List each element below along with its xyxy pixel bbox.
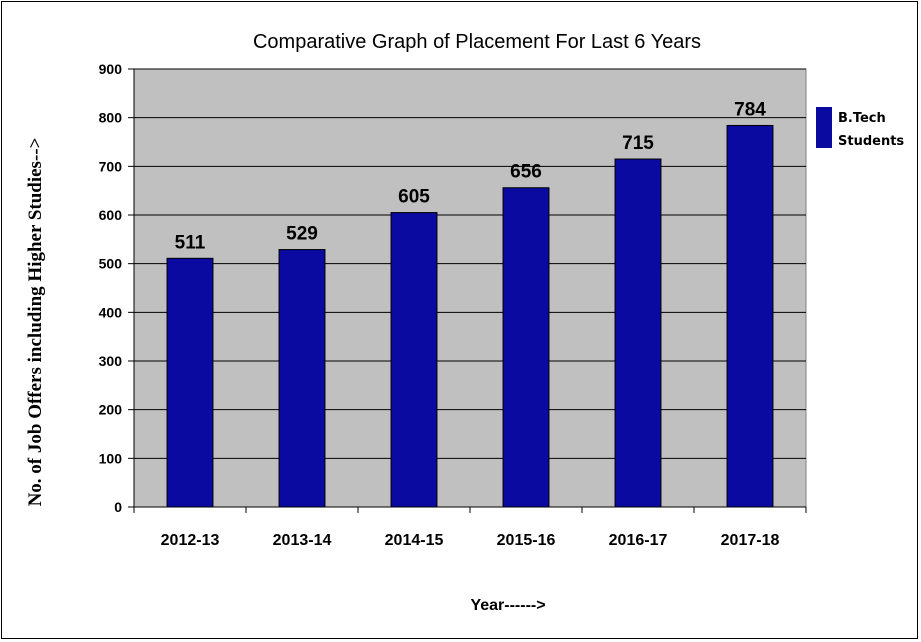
x-axis-ticks: 2012-13 2013-14 2014-15 2015-16 2016-17 2017-… (133, 507, 807, 549)
y-tick-label: 200 (99, 402, 123, 418)
bar-2013-14 (278, 249, 326, 508)
data-label: 511 (175, 232, 206, 253)
x-tick-label: 2013-14 (273, 532, 332, 549)
data-label: 784 (734, 99, 766, 120)
bar-2012-13 (166, 257, 214, 508)
y-tick-label: 700 (99, 158, 123, 174)
bar-2017-18 (726, 124, 774, 508)
x-tick-label: 2015-16 (497, 532, 556, 549)
legend-label-line-2: Students (838, 134, 904, 149)
y-tick-label: 100 (99, 450, 123, 466)
data-labels: 511 529 605 656 715 784 (175, 99, 767, 253)
y-tick-label: 600 (99, 207, 123, 223)
x-axis-label: Year------> (470, 597, 545, 614)
y-tick-label: 500 (99, 256, 123, 272)
data-label: 715 (622, 133, 654, 154)
data-label: 529 (286, 224, 318, 245)
plot-area (133, 68, 807, 508)
y-tick-label: 300 (99, 353, 123, 369)
y-tick-label: 800 (99, 110, 123, 126)
x-tick-label: 2017-18 (721, 532, 780, 549)
legend-swatch (816, 107, 832, 148)
legend: B.Tech Students (816, 107, 904, 149)
y-tick-label: 900 (99, 61, 123, 77)
bar-2015-16 (502, 187, 550, 508)
y-axis-label: No. of Job Offers including Higher Studi… (25, 138, 46, 507)
gridlines (134, 68, 806, 459)
y-tick-label: 0 (114, 499, 122, 515)
data-label: 656 (510, 162, 542, 183)
y-tick-label: 400 (99, 304, 123, 320)
legend-label-line-1: B.Tech (838, 111, 886, 126)
data-label: 605 (398, 187, 430, 208)
bars (166, 124, 774, 508)
chart-title: Comparative Graph of Placement For Last … (253, 31, 701, 53)
x-tick-label: 2016-17 (609, 532, 668, 549)
bar-2014-15 (390, 212, 438, 508)
bar-2016-17 (614, 158, 662, 508)
x-tick-label: 2012-13 (161, 532, 220, 549)
x-tick-label: 2014-15 (385, 532, 444, 549)
